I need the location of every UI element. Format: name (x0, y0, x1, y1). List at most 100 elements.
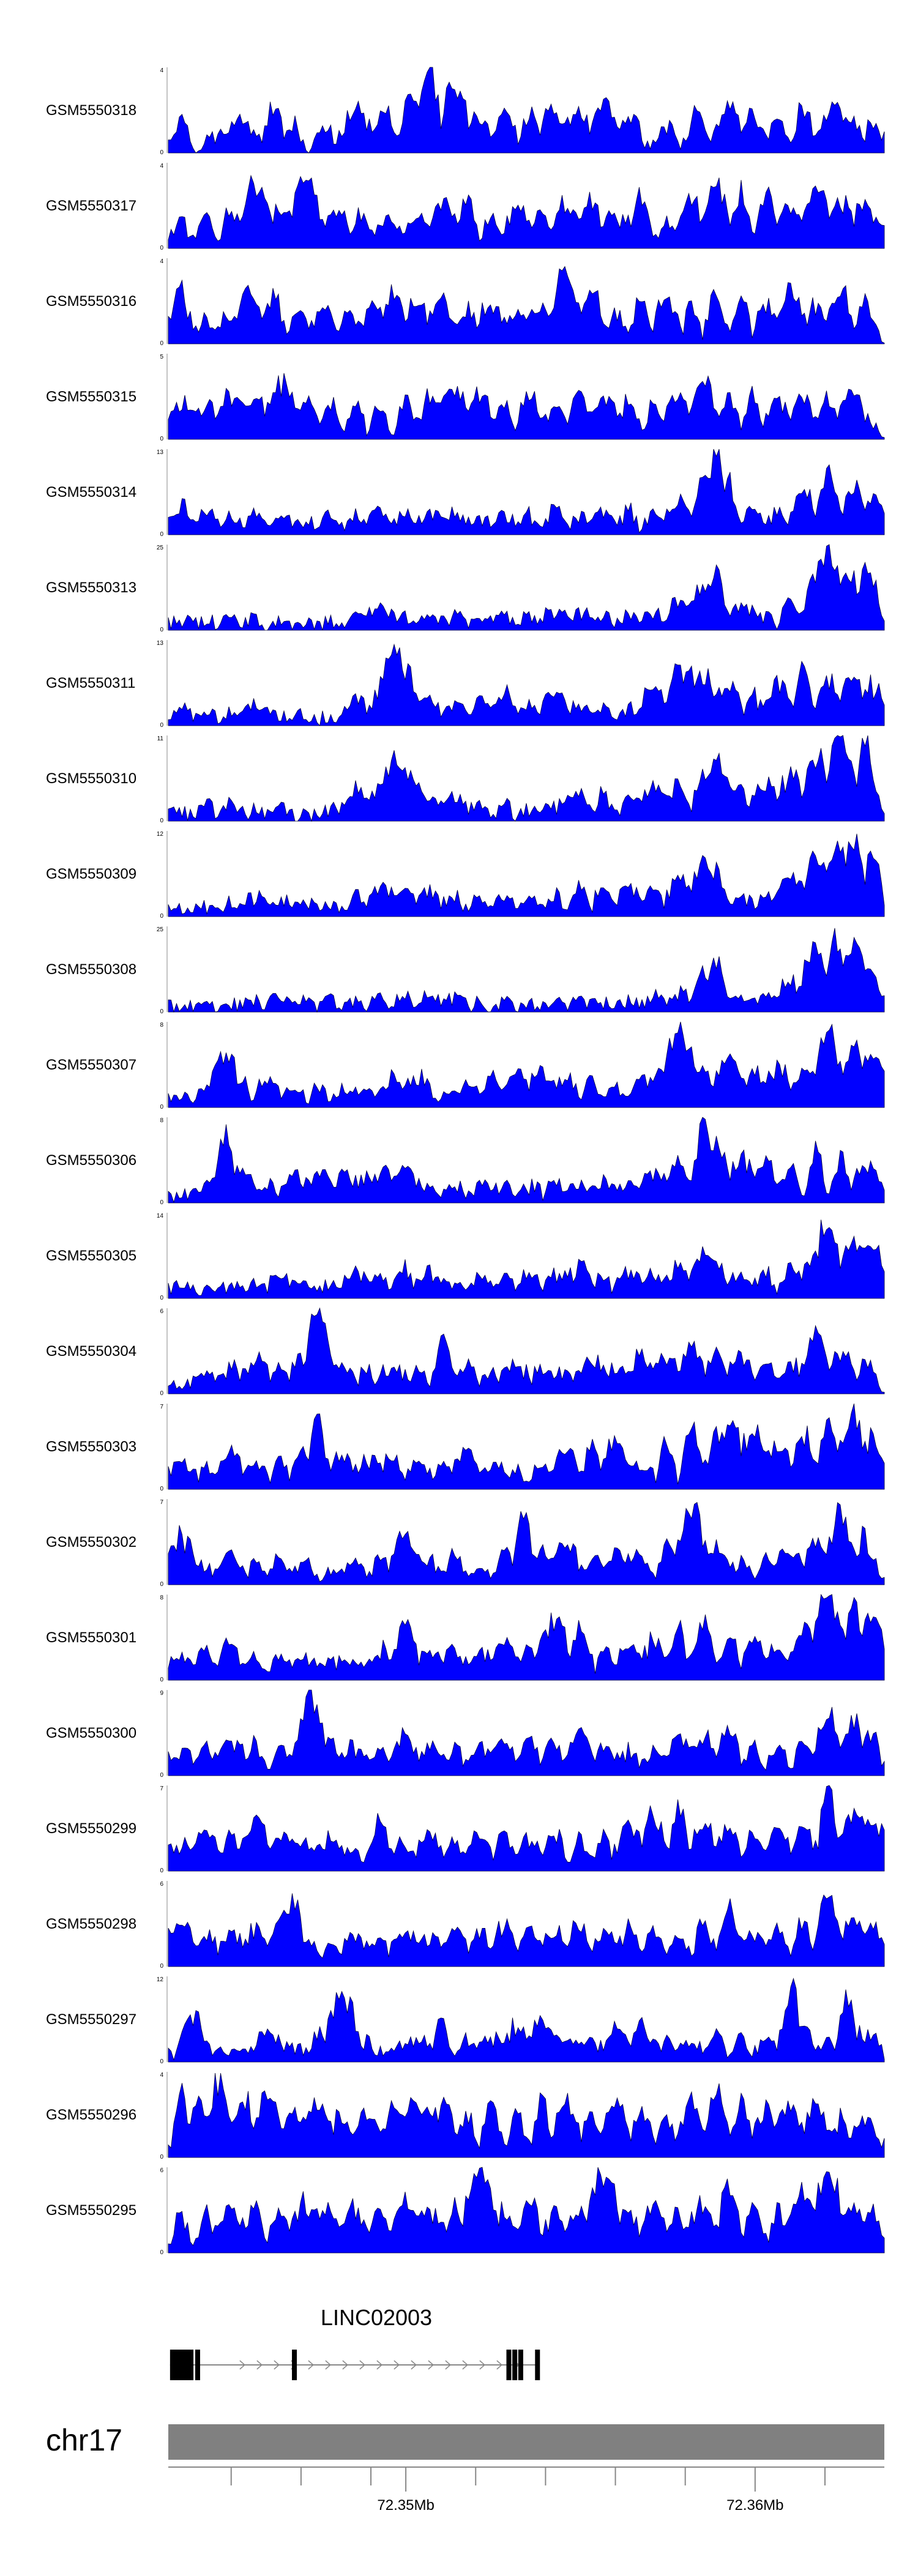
strand-chevron (479, 2360, 485, 2370)
coverage-area (168, 1893, 885, 1967)
y-zero-label: 0 (160, 340, 163, 347)
y-zero-label: 0 (160, 1008, 163, 1015)
track-GSM5550317: GSM5550317 4 0 (46, 163, 885, 251)
y-max-label: 9 (160, 1690, 163, 1697)
chromosome-label: chr17 (46, 2423, 122, 2457)
y-max-label: 12 (157, 831, 164, 838)
gene-exon (170, 2350, 194, 2380)
track-label: GSM5550318 (46, 102, 136, 119)
track-label: GSM5550297 (46, 2011, 136, 2028)
y-max-label: 7 (160, 1404, 163, 1410)
track-GSM5550306: GSM5550306 8 0 (46, 1117, 885, 1206)
coverage-area (168, 1021, 885, 1108)
y-zero-label: 0 (160, 817, 163, 824)
track-GSM5550296: GSM5550296 4 0 (46, 2072, 885, 2161)
y-max-label: 25 (157, 926, 164, 933)
track-label: GSM5550314 (46, 484, 136, 501)
coverage-area (168, 1219, 885, 1299)
track-label: GSM5550300 (46, 1725, 136, 1741)
y-max-label: 14 (157, 1213, 164, 1219)
y-zero-label: 0 (160, 2249, 163, 2256)
track-GSM5550300: GSM5550300 9 0 (46, 1689, 885, 1779)
track-GSM5550299: GSM5550299 7 0 (46, 1785, 885, 1874)
y-zero-label: 0 (160, 913, 163, 920)
y-max-label: 7 (160, 1499, 163, 1506)
coverage-area (168, 833, 885, 917)
track-label: GSM5550316 (46, 293, 136, 310)
y-max-label: 8 (160, 1117, 163, 1124)
y-zero-label: 0 (160, 1295, 163, 1301)
track-GSM5550297: GSM5550297 12 0 (46, 1976, 885, 2065)
y-max-label: 13 (157, 640, 164, 647)
track-GSM5550298: GSM5550298 6 0 (46, 1881, 885, 1970)
gene-track: LINC02003 (170, 2305, 540, 2380)
y-max-label: 8 (160, 1022, 163, 1029)
coverage-area (168, 449, 885, 535)
y-zero-label: 0 (160, 627, 163, 633)
strand-chevron (496, 2360, 502, 2370)
coverage-area (168, 1307, 885, 1394)
track-GSM5550295: GSM5550295 6 0 (46, 2167, 885, 2256)
y-max-label: 13 (157, 449, 164, 456)
strand-chevron (411, 2360, 417, 2370)
track-label: GSM5550309 (46, 866, 136, 882)
coverage-area (168, 1785, 885, 1872)
coverage-area (168, 643, 885, 726)
gene-exon (195, 2350, 200, 2380)
track-GSM5550305: GSM5550305 14 0 (46, 1213, 885, 1301)
track-GSM5550303: GSM5550303 7 0 (46, 1403, 885, 1492)
track-label: GSM5550308 (46, 961, 136, 978)
coverage-area (168, 1403, 885, 1490)
strand-chevron (274, 2360, 280, 2370)
coverage-area (168, 735, 885, 822)
track-label: GSM5550303 (46, 1439, 136, 1455)
y-zero-label: 0 (160, 1677, 163, 1683)
y-max-label: 11 (157, 735, 164, 742)
genome-axis: chr17 72.35Mb 72.36Mb (46, 2423, 884, 2514)
track-label: GSM5550311 (46, 675, 135, 691)
y-zero-label: 0 (160, 722, 163, 729)
y-zero-label: 0 (160, 2058, 163, 2065)
y-zero-label: 0 (160, 1390, 163, 1397)
track-GSM5550301: GSM5550301 8 0 (46, 1593, 885, 1683)
coverage-area (168, 1117, 885, 1204)
strand-chevron (462, 2360, 468, 2370)
y-zero-label: 0 (160, 245, 163, 251)
track-GSM5550304: GSM5550304 6 0 (46, 1307, 885, 1397)
y-zero-label: 0 (160, 1486, 163, 1492)
coverage-area (168, 266, 885, 344)
track-label: GSM5550296 (46, 2107, 136, 2123)
track-GSM5550318: GSM5550318 4 0 (46, 67, 885, 156)
strand-chevron (359, 2360, 365, 2370)
gene-exon (292, 2350, 297, 2380)
track-label: GSM5550301 (46, 1629, 136, 1646)
y-zero-label: 0 (160, 149, 163, 156)
track-label: GSM5550295 (46, 2202, 136, 2219)
coverage-area (168, 928, 885, 1013)
track-label: GSM5550304 (46, 1343, 136, 1360)
track-label: GSM5550302 (46, 1534, 136, 1550)
track-label: GSM5550298 (46, 1916, 136, 1932)
y-zero-label: 0 (160, 1963, 163, 1970)
coverage-area (168, 2073, 885, 2158)
track-GSM5550309: GSM5550309 12 0 (46, 831, 885, 920)
y-zero-label: 0 (160, 1581, 163, 1588)
strand-chevron (256, 2360, 263, 2370)
strand-chevron (342, 2360, 348, 2370)
y-zero-label: 0 (160, 1104, 163, 1111)
genome-tick-label: 72.36Mb (726, 2497, 783, 2514)
strand-chevron (308, 2360, 314, 2370)
y-zero-label: 0 (160, 2154, 163, 2161)
coverage-area (168, 1593, 885, 1681)
y-zero-label: 0 (160, 531, 163, 538)
coverage-area (168, 1689, 885, 1776)
strand-chevron (239, 2360, 245, 2370)
y-zero-label: 0 (160, 1867, 163, 1874)
y-max-label: 6 (160, 1308, 163, 1315)
gene-exon (535, 2350, 540, 2380)
y-max-label: 4 (160, 163, 163, 169)
y-max-label: 4 (160, 67, 163, 74)
gene-exon (518, 2350, 523, 2380)
coverage-area (168, 1978, 885, 2063)
